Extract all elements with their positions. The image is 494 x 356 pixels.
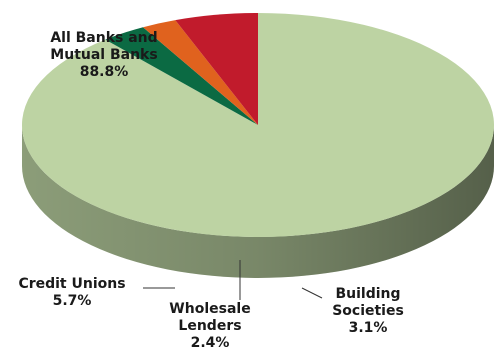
slice-value-building-societies: 3.1% [349, 320, 388, 336]
pie-slice-building-societies [105, 27, 258, 125]
pie-slice-all-banks-and-mutual-banks [22, 13, 494, 237]
pie-slice-credit-unions [175, 13, 258, 125]
slice-value-wholesale-lenders: 2.4% [191, 335, 230, 351]
pie-slice-wholesale-lenders [143, 20, 258, 125]
pie-side-all-banks-and-mutual-banks-shade [22, 125, 494, 278]
slice-label-wholesale-lenders: Lenders [178, 318, 241, 334]
slice-label-all-banks-and-mutual-banks: All Banks and [50, 30, 157, 46]
leader-line-building-societies [301, 287, 323, 299]
slice-label-all-banks-and-mutual-banks: Mutual Banks [50, 47, 157, 63]
slice-label-building-societies: Societies [332, 303, 404, 319]
slice-value-credit-unions: 5.7% [53, 293, 92, 309]
slice-label-credit-unions: Credit Unions [18, 276, 125, 292]
slice-label-building-societies: Building [335, 286, 400, 302]
slice-value-all-banks-and-mutual-banks: 88.8% [80, 64, 129, 80]
slice-label-wholesale-lenders: Wholesale [169, 301, 250, 317]
